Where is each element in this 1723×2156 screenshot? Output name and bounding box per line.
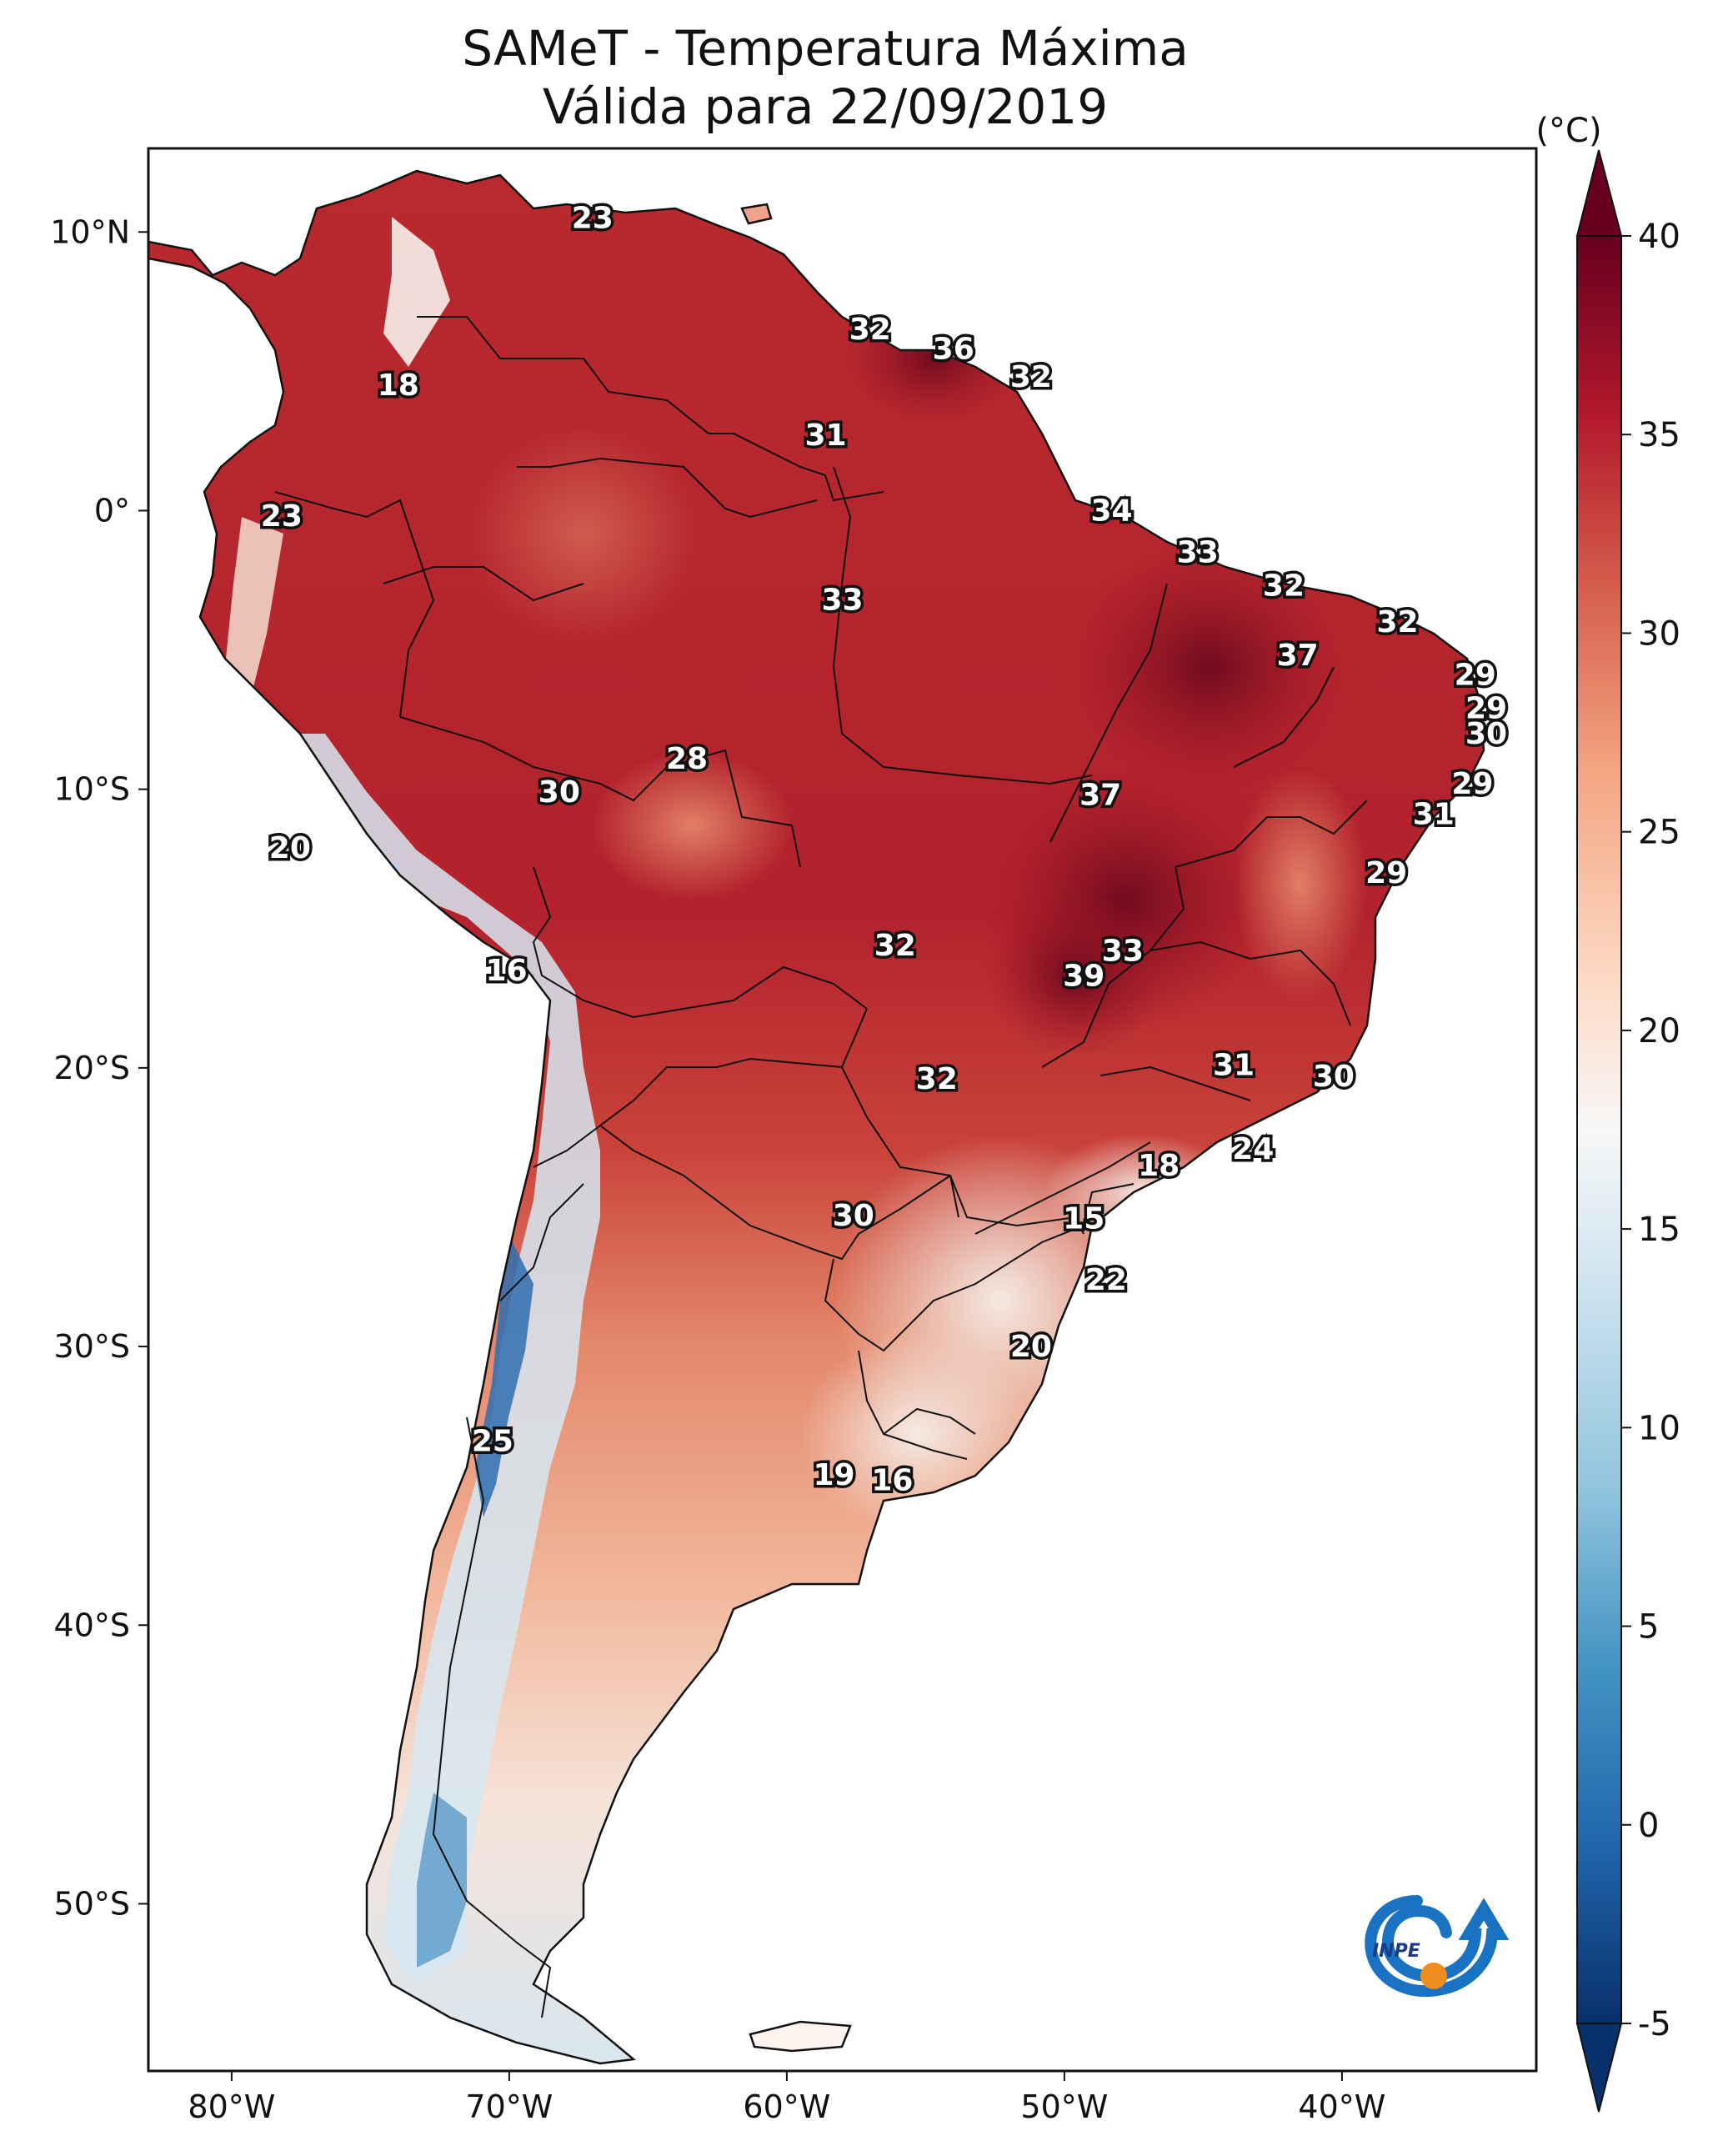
- temperature-value-label: 30: [1313, 1060, 1355, 1094]
- y-tick-label: 0°: [94, 492, 130, 529]
- temperature-value-label: 29: [1465, 692, 1507, 726]
- temperature-value-label: 25: [472, 1425, 513, 1459]
- temperature-value-label: 30: [538, 775, 580, 810]
- temperature-value-label: 16: [871, 1463, 913, 1497]
- colorbar-tick-label: 15: [1638, 1211, 1680, 1249]
- inpe-logo: INPE: [1365, 1895, 1510, 1998]
- temperature-value-label: 32: [849, 313, 891, 347]
- x-tick-label: 70°W: [465, 2088, 553, 2125]
- temperature-value-label: 32: [1010, 360, 1052, 394]
- temperature-value-label: 32: [916, 1062, 958, 1096]
- temperature-value-label: 33: [1102, 935, 1144, 969]
- colorbar-tick-label: 40: [1638, 218, 1680, 256]
- temperature-value-label: 37: [1277, 639, 1319, 673]
- y-tick-label: 10°N: [50, 213, 130, 250]
- temperature-value-label: 24: [1232, 1132, 1274, 1166]
- caribbean-island: [740, 203, 773, 225]
- x-tick-label: 80°W: [188, 2088, 275, 2125]
- temperature-value-label: 37: [1079, 778, 1121, 812]
- y-tick-label: 20°S: [54, 1050, 130, 1086]
- y-tick-label: 50°S: [54, 1885, 130, 1922]
- colorbar-extend-max: [1575, 149, 1623, 237]
- y-tick-label: 30°S: [54, 1328, 130, 1365]
- temperature-value-label: 39: [1063, 960, 1104, 994]
- colorbar-extend-min: [1575, 2023, 1623, 2113]
- falkland-islands: [749, 2020, 852, 2053]
- colorbar-ticks: 40 35 30 25 20 15 10 5 0 -5: [1621, 218, 1680, 2043]
- temperature-value-label: 20: [1010, 1330, 1052, 1364]
- y-tick-label: 10°S: [54, 771, 130, 808]
- colorbar-tick-label: 0: [1638, 1807, 1659, 1845]
- temperature-value-label: 18: [378, 369, 419, 403]
- x-axis: 80°W 70°W 60°W 50°W 40°W: [188, 2071, 1385, 2125]
- colorbar-body: [1576, 235, 1622, 2024]
- inpe-arrow-icon: [1365, 1895, 1510, 1998]
- colorbar-tick-label: 35: [1638, 416, 1680, 454]
- temperature-value-label: 31: [1413, 798, 1455, 832]
- temperature-value-label: 31: [804, 419, 846, 453]
- colorbar-tick-label: 20: [1638, 1012, 1680, 1050]
- map-frame: [147, 147, 1538, 2073]
- temperature-value-label: 23: [572, 202, 614, 236]
- x-tick-label: 50°W: [1020, 2088, 1108, 2125]
- temperature-value-label: 29: [1451, 767, 1493, 801]
- y-tick-label: 40°S: [54, 1607, 130, 1643]
- x-tick-label: 60°W: [743, 2088, 830, 2125]
- temperature-value-label: 30: [833, 1199, 874, 1233]
- x-tick-label: 40°W: [1298, 2088, 1385, 2125]
- temperature-value-label: 23: [261, 499, 303, 534]
- temperature-value-label: 19: [813, 1458, 854, 1492]
- colorbar-tick-label: 25: [1638, 814, 1680, 852]
- temperature-value-label: 15: [1063, 1201, 1104, 1236]
- title-line-1: SAMeT - Temperatura Máxima: [462, 20, 1189, 77]
- temperature-value-label: 33: [1177, 536, 1219, 570]
- colorbar-unit-label: (°C): [1535, 112, 1601, 150]
- country-borders: [274, 316, 1368, 2018]
- temperature-value-label: 28: [666, 742, 708, 776]
- temperature-value-label: 33: [821, 583, 863, 617]
- colorbar-tick-label: -5: [1638, 2005, 1671, 2043]
- temperature-value-label: 32: [874, 929, 916, 963]
- temperature-value-label: 30: [1465, 717, 1507, 751]
- inpe-logo-text: INPE: [1372, 1941, 1420, 1962]
- temperature-value-label: 18: [1138, 1149, 1180, 1183]
- temperature-value-label: 31: [1213, 1049, 1255, 1083]
- temperature-value-label: 16: [486, 954, 528, 988]
- temperature-value-label: 34: [1090, 494, 1132, 528]
- colorbar-tick-label: 10: [1638, 1409, 1680, 1447]
- temperature-value-label: 36: [933, 333, 974, 367]
- temperature-value-label: 32: [1376, 605, 1418, 639]
- temperature-value-label: 29: [1365, 856, 1407, 890]
- map-panel: [147, 147, 1538, 2073]
- inpe-sun-icon: [1420, 1963, 1447, 1989]
- y-axis: 10°N 0° 10°S 20°S 30°S 40°S 50°S: [50, 213, 148, 1922]
- temperature-value-label: 22: [1085, 1263, 1127, 1297]
- temperature-value-label: 29: [1455, 659, 1496, 693]
- temperature-value-label: 20: [269, 831, 311, 865]
- colorbar-tick-label: 30: [1638, 614, 1680, 653]
- colorbar: (°C) 40 35 30 25 20 15 10 5 0 -5: [1535, 112, 1680, 2113]
- temperature-value-label: 32: [1263, 569, 1305, 604]
- colorbar-tick-label: 5: [1638, 1608, 1659, 1647]
- title-line-2: Válida para 22/09/2019: [543, 78, 1108, 135]
